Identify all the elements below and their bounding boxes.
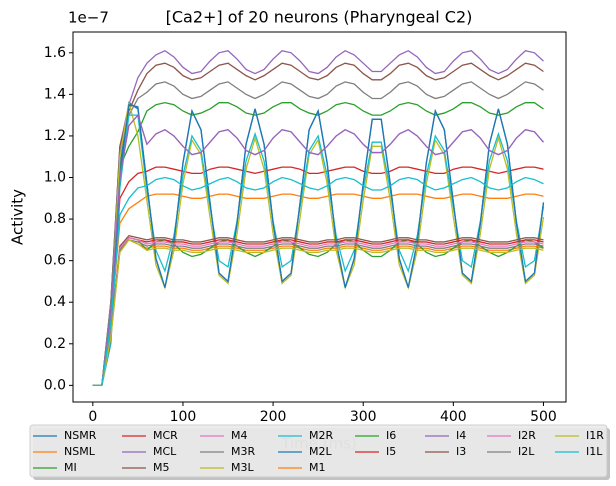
series-line <box>92 176 544 387</box>
legend-label: M3R <box>231 445 255 458</box>
y-tick-label: 0.2 <box>44 336 66 352</box>
x-tick-label: 200 <box>260 409 287 425</box>
y-tick-label: 0.8 <box>44 211 66 227</box>
y-tick-label: 0.6 <box>44 253 66 269</box>
series-line <box>92 237 544 387</box>
x-tick-label: 0 <box>88 409 97 425</box>
series-line <box>92 113 544 387</box>
y-axis-label: Activity <box>9 189 27 245</box>
series-line <box>92 237 544 387</box>
legend-label: M2L <box>309 445 332 458</box>
legend-label: NSML <box>64 445 96 458</box>
legend-label: I5 <box>386 445 396 458</box>
series-line <box>92 237 544 387</box>
legend-label: MI <box>64 461 77 474</box>
y-tick-label: 1.0 <box>44 170 66 186</box>
series-line <box>92 62 544 387</box>
legend-label: MCL <box>153 445 177 458</box>
series-line <box>92 239 544 387</box>
y-tick-label: 1.2 <box>44 128 66 144</box>
plot-frame <box>72 31 567 403</box>
offset-text: 1e−7 <box>68 9 109 27</box>
series-line <box>92 234 544 387</box>
series-line <box>92 193 544 387</box>
legend-label: M1 <box>309 461 326 474</box>
chart-title: [Ca2+] of 20 neurons (Pharyngeal C2) <box>166 8 473 27</box>
y-tick-label: 1.4 <box>44 86 66 102</box>
legend-label: NSMR <box>64 429 97 442</box>
legend-label: I3 <box>456 445 466 458</box>
series-line <box>92 49 544 387</box>
series-line <box>92 239 544 387</box>
x-tick-label: 100 <box>170 409 197 425</box>
legend-label: M2R <box>309 429 333 442</box>
series-line <box>92 102 544 387</box>
y-tick-label: 0.0 <box>44 377 66 393</box>
legend-label: I1R <box>586 429 604 442</box>
legend-label: I6 <box>386 429 396 442</box>
legend-label: I2L <box>518 445 535 458</box>
series-line <box>92 103 545 387</box>
series-line <box>92 166 544 387</box>
legend-box <box>29 424 608 478</box>
series-line <box>92 239 544 387</box>
legend-label: M3L <box>231 461 254 474</box>
legend-label: I2R <box>518 429 536 442</box>
x-tick-label: 400 <box>440 409 467 425</box>
legend-label: I1L <box>586 445 603 458</box>
legend-label: MCR <box>153 429 178 442</box>
series-line <box>92 114 545 387</box>
x-tick-label: 300 <box>350 409 377 425</box>
legend: NSMR NSML MI MCR MCL M5 M4 M3R M3L M2R M2L M1 I6 I5 I4… <box>29 424 610 480</box>
x-tick-label: 500 <box>530 409 557 425</box>
legend-label: M4 <box>231 429 248 442</box>
legend-label: M5 <box>153 461 170 474</box>
y-tick-label: 0.4 <box>44 294 66 310</box>
series-line <box>92 81 544 387</box>
y-tick-label: 1.6 <box>44 45 66 61</box>
legend-label: I4 <box>456 429 466 442</box>
